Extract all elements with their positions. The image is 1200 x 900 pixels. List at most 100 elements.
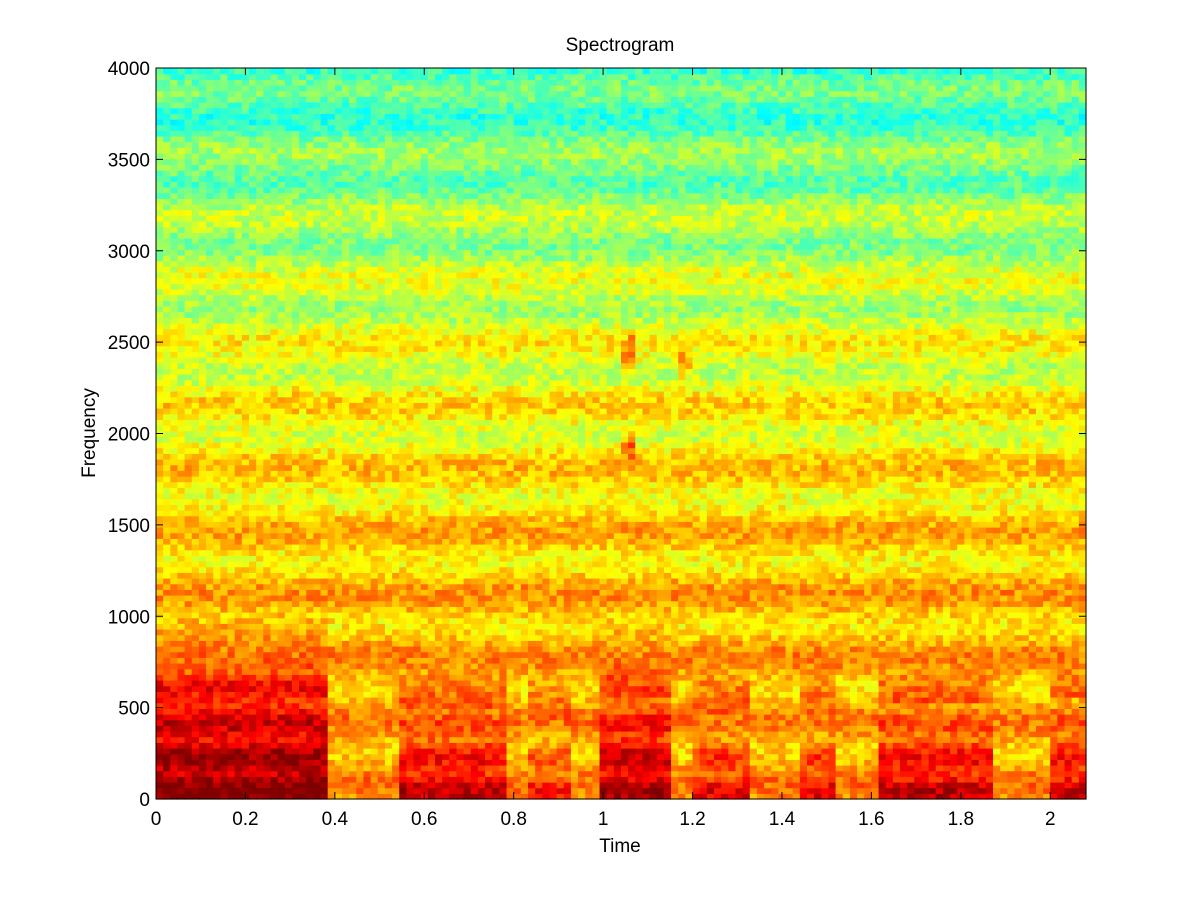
heatmap-cell [306, 385, 314, 392]
heatmap-cell [277, 617, 286, 624]
heatmap-cell [420, 782, 429, 789]
heatmap-cell [349, 561, 357, 568]
heatmap-cell [356, 334, 365, 341]
heatmap-cell [406, 442, 415, 449]
heatmap-cell [277, 73, 286, 80]
heatmap-cell [198, 600, 207, 607]
heatmap-cell [277, 425, 286, 432]
heatmap-cell [170, 260, 179, 267]
heatmap-cell [363, 685, 372, 692]
heatmap-cell [313, 79, 322, 86]
heatmap-cell [177, 736, 186, 743]
heatmap-cell [377, 566, 386, 573]
heatmap-cell [320, 283, 329, 290]
heatmap-cell [284, 408, 293, 415]
heatmap-cell [384, 334, 393, 341]
heatmap-cell [327, 549, 336, 556]
heatmap-cell [220, 515, 229, 522]
heatmap-cell [163, 362, 171, 369]
heatmap-cell [349, 192, 357, 199]
heatmap-cell [370, 334, 379, 341]
heatmap-cell [334, 555, 343, 562]
heatmap-cell [191, 561, 200, 568]
heatmap-cell [170, 187, 179, 194]
heatmap-cell [406, 374, 415, 381]
heatmap-cell [263, 702, 272, 709]
heatmap-cell [206, 272, 214, 279]
heatmap-cell [392, 430, 400, 437]
heatmap-cell [277, 368, 286, 375]
heatmap-cell [334, 538, 343, 545]
heatmap-cell [206, 646, 214, 653]
heatmap-cell [206, 736, 214, 743]
heatmap-cell [392, 680, 400, 687]
heatmap-cell [213, 436, 221, 443]
heatmap-cell [420, 436, 429, 443]
heatmap-cell [377, 663, 386, 670]
heatmap-cell [291, 147, 300, 154]
heatmap-cell [313, 708, 322, 715]
heatmap-cell [156, 447, 164, 454]
heatmap-cell [399, 464, 407, 471]
heatmap-cell [241, 476, 250, 483]
heatmap-cell [213, 787, 221, 794]
heatmap-cell [191, 419, 200, 426]
heatmap-cell [413, 221, 422, 228]
heatmap-cell [399, 68, 407, 75]
heatmap-cell [241, 328, 250, 335]
heatmap-cell [177, 379, 186, 386]
heatmap-cell [327, 289, 336, 296]
heatmap-cell [227, 725, 236, 732]
heatmap-cell [377, 238, 386, 245]
heatmap-cell [420, 459, 429, 466]
heatmap-cell [284, 192, 293, 199]
heatmap-cell [213, 521, 221, 528]
heatmap-cell [206, 260, 214, 267]
heatmap-cell [256, 136, 264, 143]
heatmap-cell [184, 782, 193, 789]
heatmap-cell [284, 113, 293, 120]
heatmap-cell [227, 413, 236, 420]
heatmap-cell [313, 181, 322, 188]
heatmap-cell [334, 391, 343, 398]
heatmap-cell [327, 260, 336, 267]
heatmap-cell [191, 102, 200, 109]
heatmap-cell [377, 391, 386, 398]
heatmap-cell [156, 379, 164, 386]
heatmap-cell [241, 595, 250, 602]
heatmap-cell [206, 119, 214, 126]
heatmap-cell [327, 578, 336, 585]
heatmap-cell [377, 731, 386, 738]
heatmap-cell [384, 294, 393, 301]
heatmap-cell [198, 141, 207, 148]
heatmap-cell [406, 221, 415, 228]
heatmap-cell [327, 736, 336, 743]
heatmap-cell [156, 549, 164, 556]
heatmap-cell [399, 442, 407, 449]
heatmap-cell [363, 464, 372, 471]
heatmap-cell [427, 583, 436, 590]
heatmap-cell [334, 578, 343, 585]
heatmap-cell [399, 600, 407, 607]
heatmap-cell [220, 124, 229, 131]
heatmap-cell [177, 464, 186, 471]
heatmap-cell [349, 685, 357, 692]
heatmap-cell [384, 164, 393, 171]
heatmap-cell [198, 470, 207, 477]
heatmap-cell [406, 504, 415, 511]
heatmap-cell [177, 90, 186, 97]
heatmap-cell [256, 527, 264, 534]
heatmap-cell [320, 578, 329, 585]
heatmap-cell [420, 374, 429, 381]
heatmap-cell [241, 306, 250, 313]
heatmap-cell [163, 334, 171, 341]
heatmap-cell [241, 311, 250, 318]
heatmap-cell [356, 141, 365, 148]
heatmap-cell [277, 164, 286, 171]
heatmap-cell [156, 124, 164, 131]
heatmap-cell [327, 498, 336, 505]
heatmap-cell [342, 226, 350, 233]
heatmap-cell [177, 277, 186, 284]
heatmap-cell [263, 680, 272, 687]
heatmap-cell [241, 79, 250, 86]
